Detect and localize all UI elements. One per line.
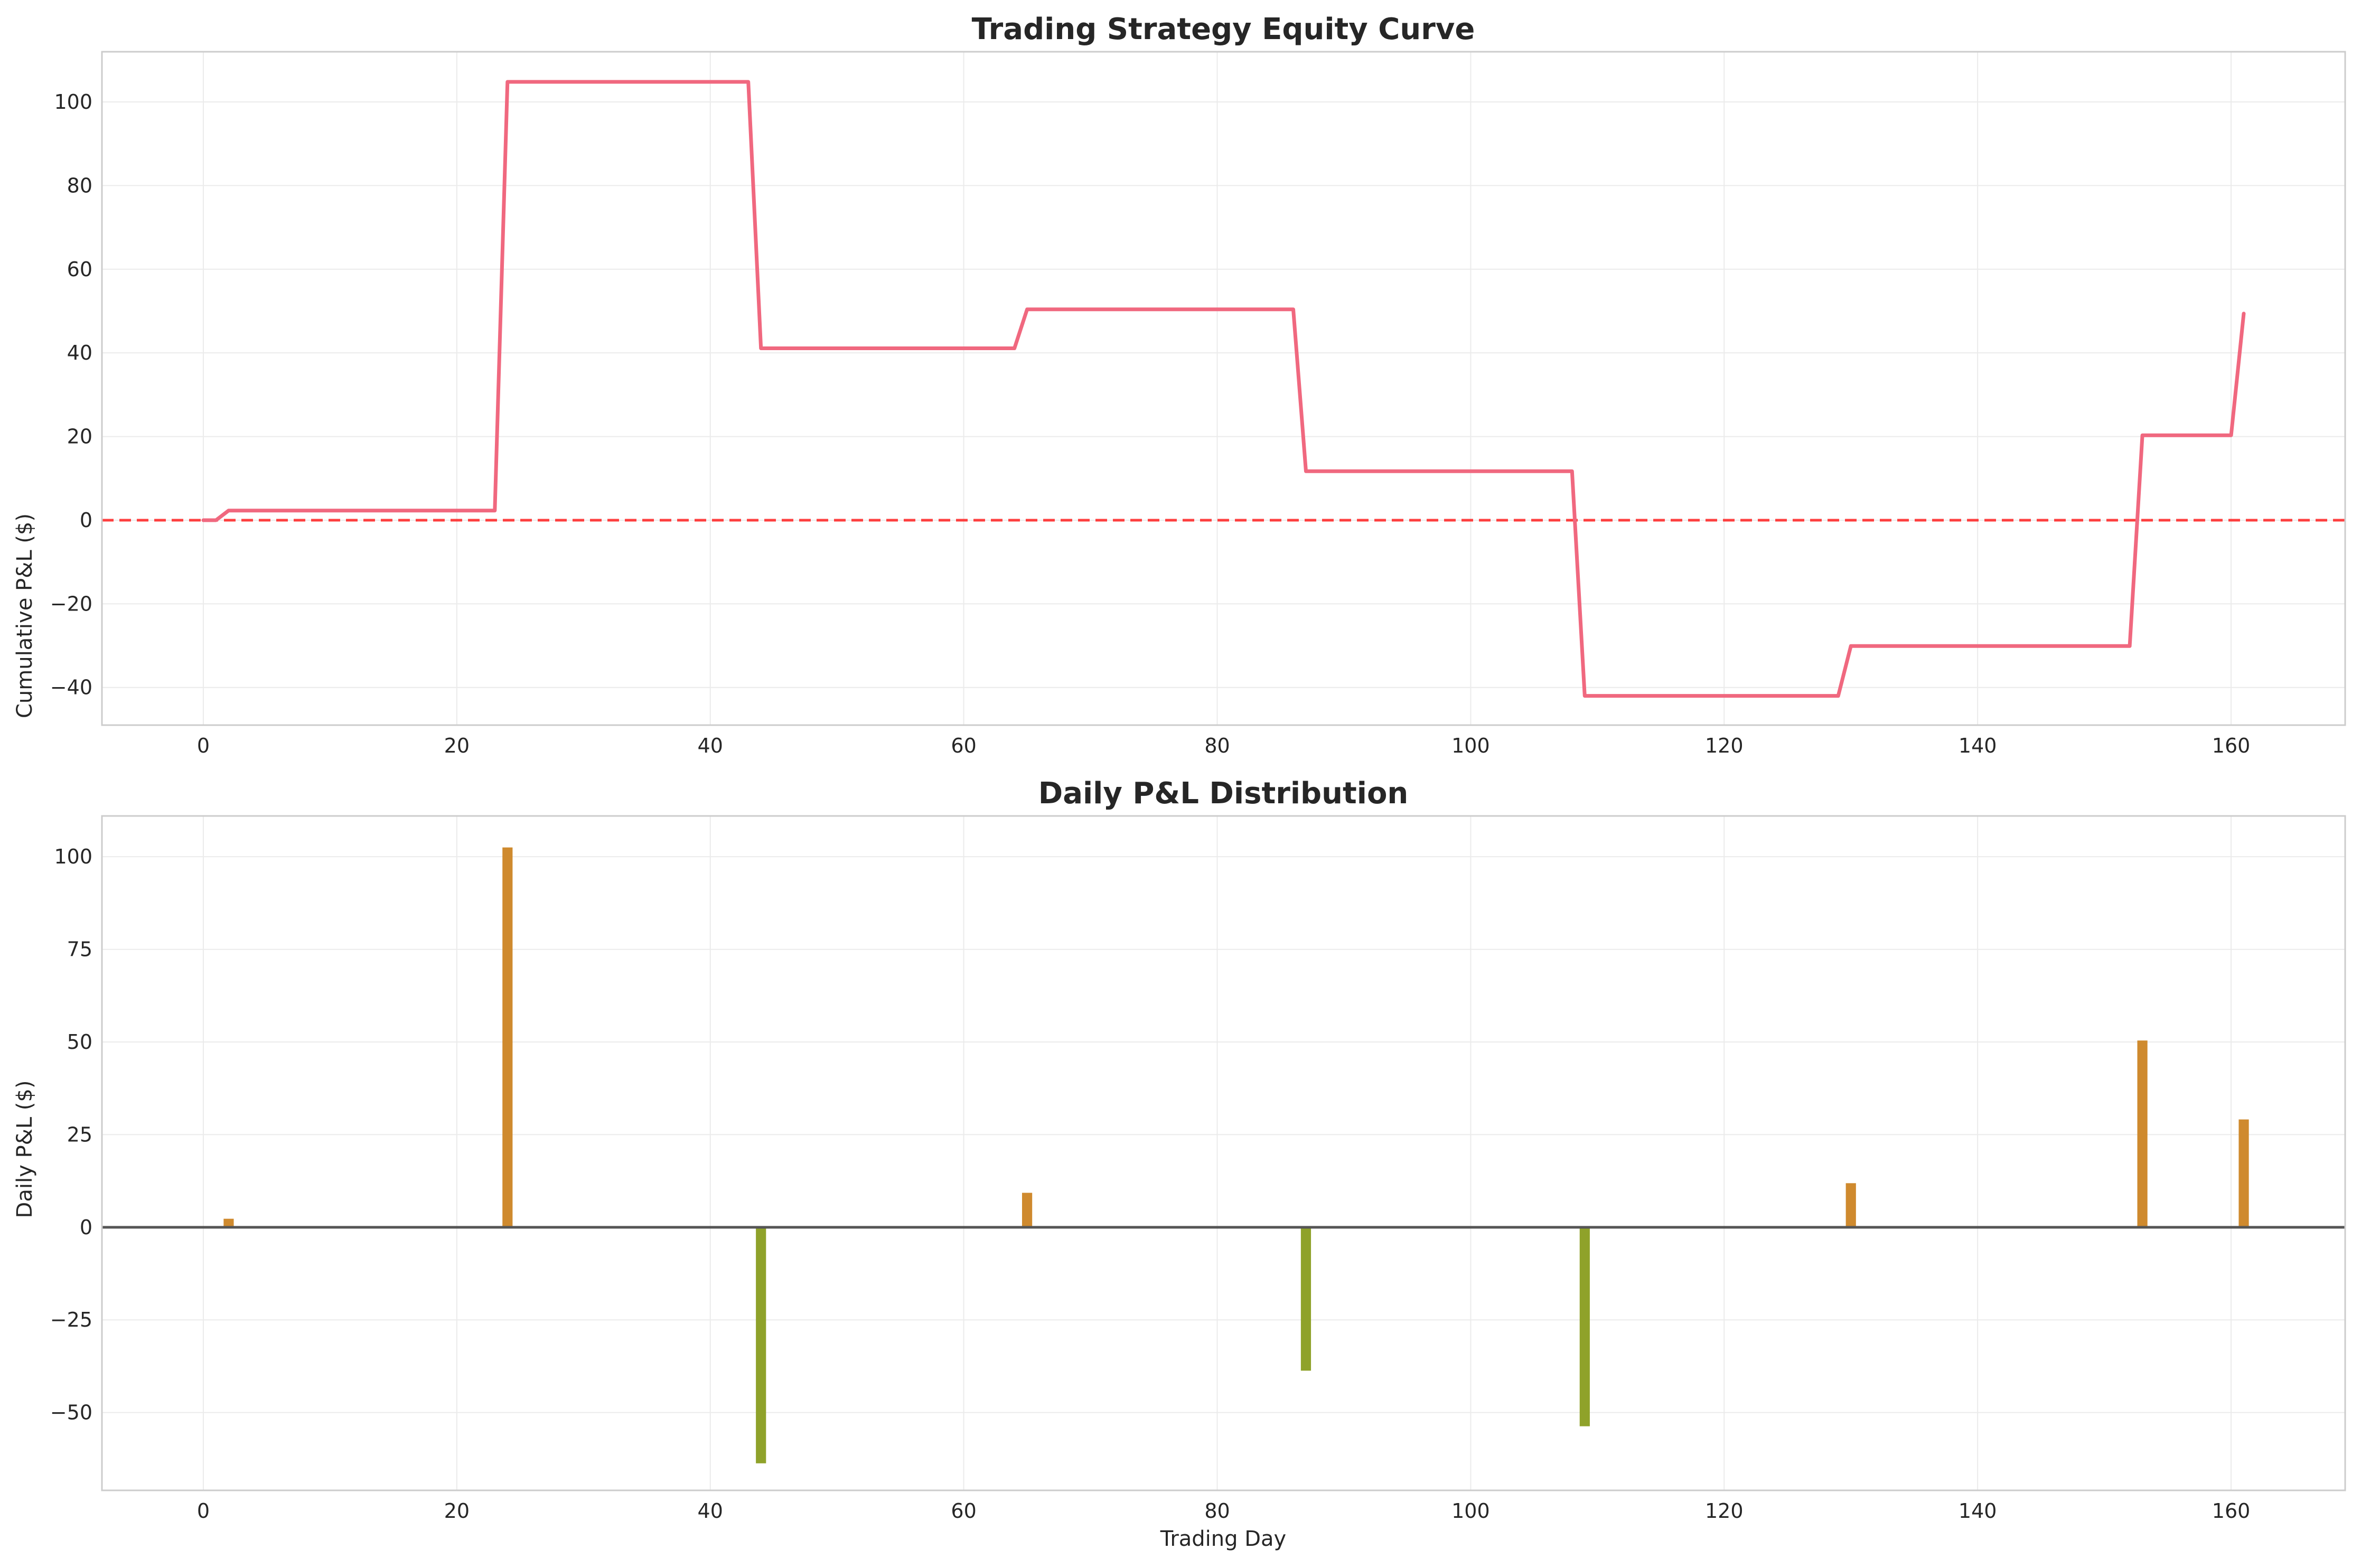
marks — [102, 847, 2345, 1463]
plot-frame — [101, 815, 2346, 1491]
x-tick-label: 60 — [951, 734, 976, 757]
loss-bar — [756, 1227, 766, 1463]
y-tick-label: 0 — [80, 509, 92, 532]
x-tick-label: 40 — [698, 734, 723, 757]
y-tick-label: 60 — [67, 258, 92, 281]
y-tick-label: 50 — [67, 1030, 92, 1054]
x-tick-label: 140 — [1959, 1499, 1997, 1523]
x-tick-label: 40 — [698, 1499, 723, 1523]
equity-curve-chart: Trading Strategy Equity Curve 0 20 40 60 80 1… — [13, 12, 2346, 757]
x-tick-label: 20 — [444, 1499, 470, 1523]
ticks: 0 20 40 60 80 100 120 140 160 −40 −20 0 20 40 60 80 100 — [50, 90, 2251, 757]
loss-bar — [1300, 1227, 1311, 1371]
x-tick-label: 120 — [1705, 734, 1744, 757]
profit-bar — [223, 1218, 234, 1227]
y-tick-label: 75 — [67, 938, 92, 961]
plot-frame — [101, 51, 2346, 726]
chart-title: Trading Strategy Equity Curve — [972, 12, 1475, 46]
x-tick-label: 0 — [197, 734, 210, 757]
y-tick-label: 0 — [80, 1216, 92, 1239]
x-tick-label: 60 — [951, 1499, 976, 1523]
y-tick-label: 40 — [67, 341, 92, 364]
y-tick-label: 100 — [54, 90, 92, 114]
ticks: 0 20 40 60 80 100 120 140 160 −50 −25 0 25 50 75 100 — [50, 845, 2251, 1523]
y-tick-label: −20 — [50, 592, 92, 615]
profit-bar — [1845, 1183, 1856, 1227]
y-tick-label: −40 — [50, 676, 92, 699]
x-tick-label: 140 — [1959, 734, 1997, 757]
daily-pnl-chart: Daily P&L Distribution 0 20 40 60 80 100 120 14… — [13, 776, 2346, 1551]
x-tick-label: 100 — [1451, 734, 1490, 757]
y-tick-label: 100 — [54, 845, 92, 868]
axes-spines — [101, 51, 2346, 726]
y-tick-label: −50 — [50, 1401, 92, 1424]
y-tick-label: 25 — [67, 1123, 92, 1146]
profit-bar — [502, 847, 513, 1227]
x-tick-label: 80 — [1204, 734, 1230, 757]
x-tick-label: 160 — [2212, 734, 2251, 757]
x-tick-label: 20 — [444, 734, 470, 757]
chart-title: Daily P&L Distribution — [1038, 776, 1409, 811]
profit-bar — [2137, 1040, 2148, 1227]
x-tick-label: 120 — [1705, 1499, 1744, 1523]
equity-line — [201, 80, 2246, 698]
x-axis-label: Trading Day — [1160, 1527, 1286, 1551]
axes-spines — [101, 815, 2346, 1491]
x-tick-label: 160 — [2212, 1499, 2251, 1523]
x-tick-label: 80 — [1204, 1499, 1230, 1523]
y-tick-label: 20 — [67, 425, 92, 448]
profit-bar — [1022, 1193, 1033, 1227]
x-tick-label: 100 — [1451, 1499, 1490, 1523]
x-tick-label: 0 — [197, 1499, 210, 1523]
y-tick-label: −25 — [50, 1308, 92, 1331]
loss-bar — [1579, 1227, 1590, 1426]
marks — [102, 80, 2345, 698]
y-axis-label: Daily P&L ($) — [13, 1081, 37, 1218]
y-tick-label: 80 — [67, 174, 92, 197]
y-axis-label: Cumulative P&L ($) — [13, 513, 37, 718]
profit-bar — [2238, 1119, 2249, 1227]
